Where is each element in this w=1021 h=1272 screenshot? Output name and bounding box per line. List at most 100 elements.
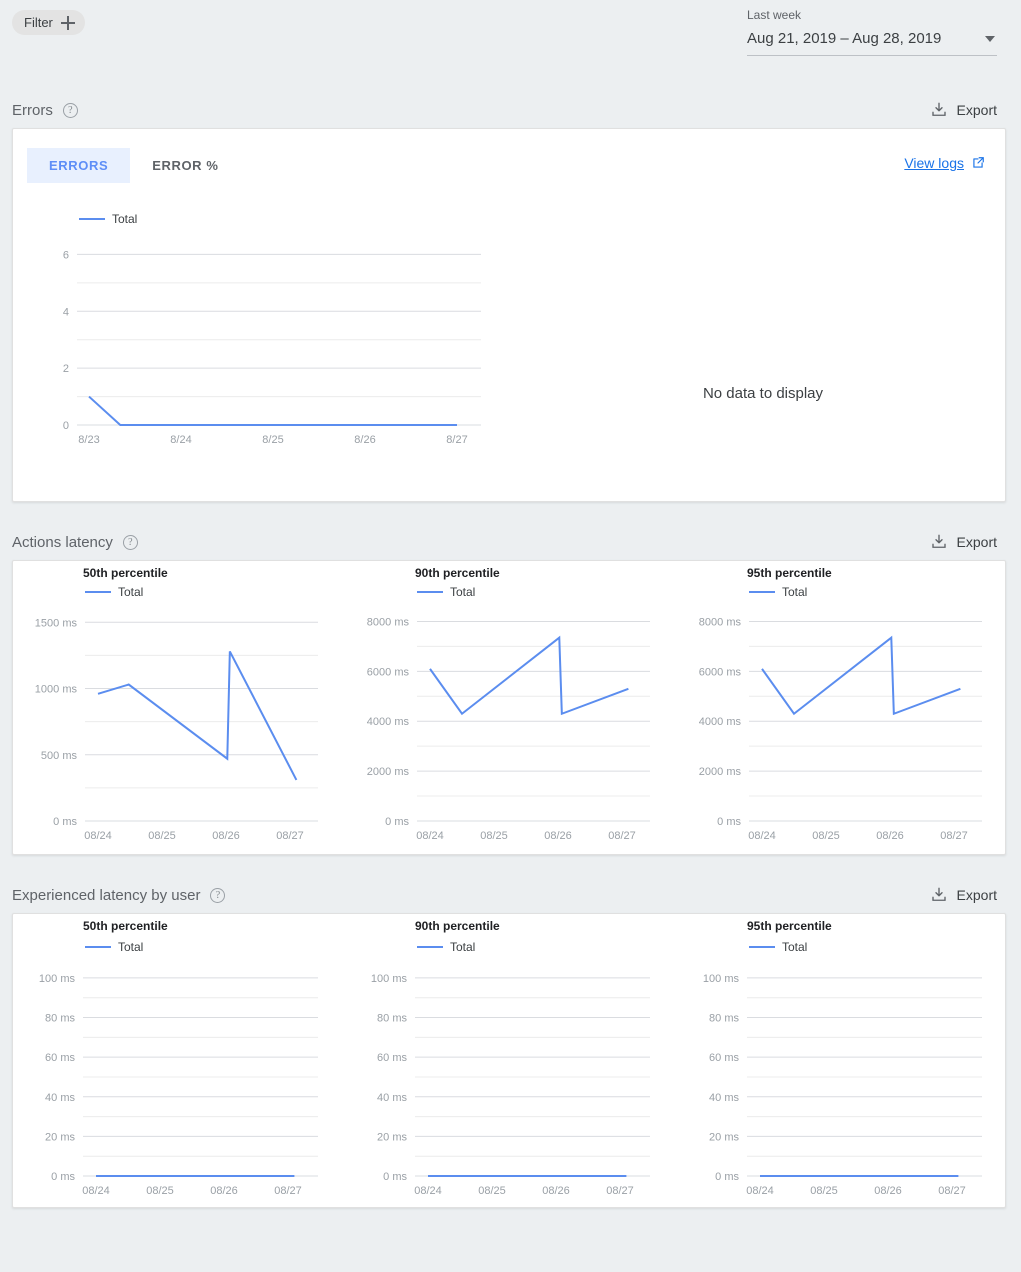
- svg-text:0: 0: [63, 420, 69, 432]
- svg-text:4000 ms: 4000 ms: [367, 716, 410, 728]
- svg-text:8/23: 8/23: [78, 434, 99, 446]
- svg-text:08/25: 08/25: [812, 830, 840, 842]
- svg-text:08/26: 08/26: [876, 830, 904, 842]
- svg-text:60 ms: 60 ms: [709, 1052, 739, 1064]
- svg-text:8/26: 8/26: [354, 434, 375, 446]
- svg-text:0 ms: 0 ms: [51, 1171, 75, 1183]
- svg-text:08/26: 08/26: [544, 830, 572, 842]
- svg-text:08/24: 08/24: [414, 1185, 442, 1197]
- svg-text:08/25: 08/25: [480, 830, 508, 842]
- export-experienced-latency-label: Export: [956, 887, 997, 903]
- svg-text:08/25: 08/25: [478, 1185, 506, 1197]
- svg-text:08/26: 08/26: [210, 1185, 238, 1197]
- actions-latency-p90-chart[interactable]: 90th percentile Total 0 ms 2000 ms 4000 ms 60…: [345, 561, 677, 853]
- svg-text:Total: Total: [112, 212, 137, 226]
- export-errors-label: Export: [956, 102, 997, 118]
- svg-text:500 ms: 500 ms: [41, 750, 78, 762]
- view-logs-label: View logs: [904, 155, 964, 171]
- experienced-latency-section-header: Experienced latency by user ? Export: [0, 877, 1021, 913]
- filter-label: Filter: [24, 15, 53, 30]
- experienced-latency-p90-chart[interactable]: 90th percentile Total 0 ms 20 ms 40 ms 60 ms 8…: [345, 914, 677, 1206]
- errors-tabs: ERRORS ERROR %: [27, 148, 241, 183]
- svg-text:8000 ms: 8000 ms: [699, 616, 742, 628]
- svg-text:40 ms: 40 ms: [45, 1092, 75, 1104]
- chevron-down-icon[interactable]: [985, 35, 995, 42]
- tab-errors[interactable]: ERRORS: [27, 148, 131, 183]
- svg-text:6: 6: [63, 249, 69, 261]
- svg-text:100 ms: 100 ms: [703, 973, 740, 985]
- svg-text:4: 4: [63, 306, 69, 318]
- download-icon: [931, 102, 946, 116]
- errors-section-title: Errors: [12, 101, 53, 119]
- svg-text:6000 ms: 6000 ms: [699, 666, 742, 678]
- view-logs-link[interactable]: View logs: [904, 155, 985, 171]
- actions-latency-section-header: Actions latency ? Export: [0, 524, 1021, 560]
- svg-text:60 ms: 60 ms: [45, 1052, 75, 1064]
- svg-text:1000 ms: 1000 ms: [35, 684, 78, 696]
- svg-text:95th percentile: 95th percentile: [747, 919, 832, 933]
- experienced-latency-p50-chart[interactable]: 50th percentile Total 0 ms 20 ms 40 ms 60 ms 8…: [13, 914, 345, 1206]
- svg-text:100 ms: 100 ms: [371, 973, 408, 985]
- svg-text:08/27: 08/27: [938, 1185, 966, 1197]
- export-actions-latency-label: Export: [956, 534, 997, 550]
- date-range-picker[interactable]: Last week Aug 21, 2019 – Aug 28, 2019: [747, 8, 997, 56]
- errors-chart-body: Total 0 2 4 6 8/23 8/24 8/25 8/26 8/27 No data to…: [13, 205, 1005, 501]
- actions-latency-title: Actions latency: [12, 533, 113, 551]
- svg-text:Total: Total: [782, 585, 807, 599]
- svg-text:6000 ms: 6000 ms: [367, 666, 410, 678]
- svg-text:0 ms: 0 ms: [383, 1171, 407, 1183]
- experienced-latency-charts: 50th percentile Total 0 ms 20 ms 40 ms 60 ms 8…: [13, 914, 1005, 1207]
- download-icon: [931, 887, 946, 901]
- svg-text:40 ms: 40 ms: [377, 1092, 407, 1104]
- date-range-value-row[interactable]: Aug 21, 2019 – Aug 28, 2019: [747, 30, 997, 56]
- svg-text:08/24: 08/24: [416, 830, 444, 842]
- svg-text:Total: Total: [118, 585, 143, 599]
- svg-text:Total: Total: [450, 585, 475, 599]
- svg-text:08/27: 08/27: [276, 830, 304, 842]
- svg-text:90th percentile: 90th percentile: [415, 919, 500, 933]
- help-circle-icon[interactable]: ?: [62, 102, 78, 118]
- svg-text:08/27: 08/27: [608, 830, 636, 842]
- svg-text:90th percentile: 90th percentile: [415, 566, 500, 580]
- tab-error-percent[interactable]: ERROR %: [130, 148, 240, 183]
- help-circle-icon[interactable]: ?: [210, 887, 226, 903]
- svg-text:08/24: 08/24: [82, 1185, 110, 1197]
- export-errors-button[interactable]: Export: [930, 101, 997, 119]
- svg-text:08/24: 08/24: [746, 1185, 774, 1197]
- experienced-latency-p95-chart[interactable]: 95th percentile Total 0 ms 20 ms 40 ms 60 ms 8…: [677, 914, 1005, 1206]
- filter-chip[interactable]: Filter: [12, 10, 85, 35]
- svg-text:2000 ms: 2000 ms: [367, 766, 410, 778]
- svg-text:50th percentile: 50th percentile: [83, 566, 168, 580]
- actions-latency-charts: 50th percentile Total 0 ms 500 ms 1000 ms 150…: [13, 561, 1005, 854]
- svg-text:Total: Total: [782, 940, 807, 954]
- date-range-label: Last week: [747, 8, 802, 22]
- top-toolbar: Filter Last week Aug 21, 2019 – Aug 28, …: [0, 0, 1021, 92]
- export-experienced-latency-button[interactable]: Export: [930, 886, 997, 904]
- svg-text:08/27: 08/27: [606, 1185, 634, 1197]
- errors-empty-message: No data to display: [702, 385, 824, 402]
- actions-latency-p95-chart[interactable]: 95th percentile Total 0 ms 2000 ms 4000 ms 60…: [677, 561, 1005, 853]
- actions-latency-card: 50th percentile Total 0 ms 500 ms 1000 ms 150…: [12, 560, 1006, 855]
- svg-text:0 ms: 0 ms: [717, 816, 741, 828]
- svg-text:2: 2: [63, 363, 69, 375]
- svg-text:20 ms: 20 ms: [377, 1131, 407, 1143]
- svg-text:08/25: 08/25: [148, 830, 176, 842]
- svg-text:08/26: 08/26: [874, 1185, 902, 1197]
- svg-text:2000 ms: 2000 ms: [699, 766, 742, 778]
- svg-text:1500 ms: 1500 ms: [35, 617, 78, 629]
- plus-icon: [60, 15, 75, 30]
- svg-text:08/27: 08/27: [940, 830, 968, 842]
- errors-chart[interactable]: Total 0 2 4 6 8/23 8/24 8/25 8/26 8/27: [13, 205, 553, 465]
- svg-text:60 ms: 60 ms: [377, 1052, 407, 1064]
- export-actions-latency-button[interactable]: Export: [930, 533, 997, 551]
- svg-text:Total: Total: [118, 940, 143, 954]
- svg-text:50th percentile: 50th percentile: [83, 919, 168, 933]
- errors-card: ERRORS ERROR % View logs Total 0 2 4 6 8/23 8/…: [12, 128, 1006, 502]
- help-circle-icon[interactable]: ?: [122, 534, 138, 550]
- date-range-value: Aug 21, 2019 – Aug 28, 2019: [747, 30, 942, 47]
- svg-text:08/27: 08/27: [274, 1185, 302, 1197]
- svg-text:8/27: 8/27: [446, 434, 467, 446]
- actions-latency-p50-chart[interactable]: 50th percentile Total 0 ms 500 ms 1000 ms 150…: [13, 561, 345, 853]
- svg-text:80 ms: 80 ms: [377, 1013, 407, 1025]
- svg-text:95th percentile: 95th percentile: [747, 566, 832, 580]
